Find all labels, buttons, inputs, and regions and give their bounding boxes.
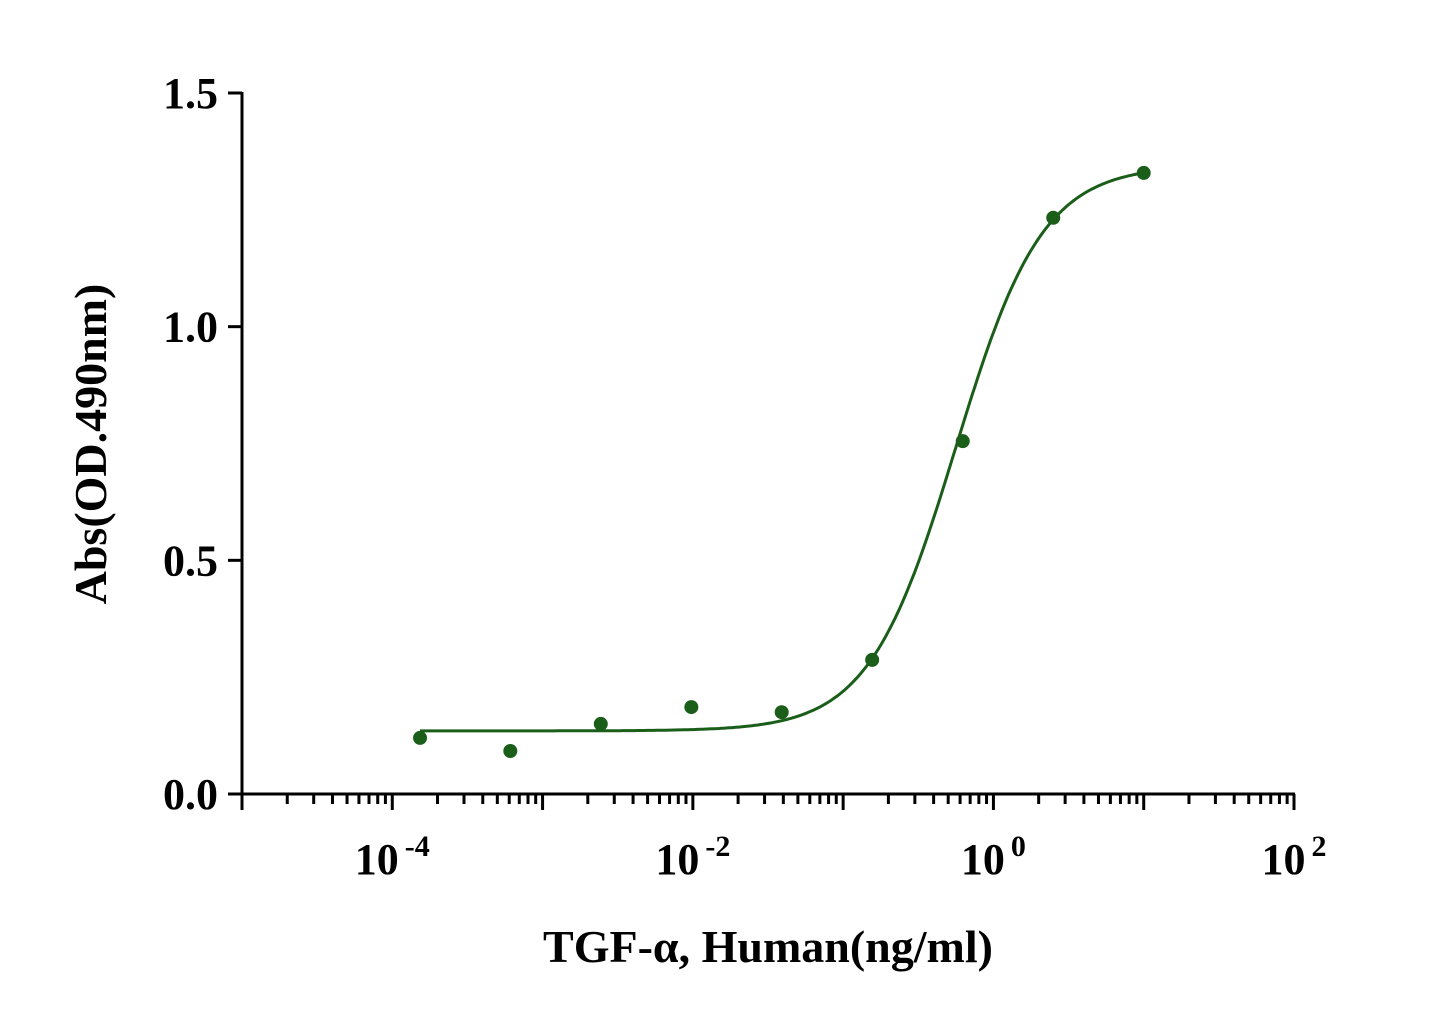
plot-area — [413, 165, 1151, 759]
x-tick-label: 10 2 — [1262, 830, 1327, 884]
data-point — [503, 744, 518, 759]
data-point — [593, 716, 608, 731]
x-tick-label: 10 -2 — [655, 830, 730, 884]
y-tick-label: 1.5 — [163, 69, 218, 118]
data-point — [955, 434, 970, 449]
x-tick-label: 10 -4 — [355, 830, 430, 884]
data-point — [684, 700, 699, 715]
data-point — [1046, 210, 1061, 225]
data-point — [865, 652, 880, 667]
data-point — [413, 730, 428, 745]
data-point — [774, 705, 789, 720]
y-tick-label: 0.0 — [163, 770, 218, 819]
fit-curve — [420, 171, 1144, 733]
y-tick-label: 0.5 — [163, 536, 218, 585]
axes: 0.0 0.5 1.0 1.5 10 -4 10 -2 10 0 10 2 — [163, 69, 1327, 884]
y-axis-title: Abs(OD.490nm) — [65, 284, 116, 605]
data-point — [1136, 165, 1151, 180]
x-axis-title: TGF-α, Human(ng/ml) — [543, 921, 993, 972]
x-tick-label: 10 0 — [961, 830, 1026, 884]
y-tick-label: 1.0 — [163, 303, 218, 352]
